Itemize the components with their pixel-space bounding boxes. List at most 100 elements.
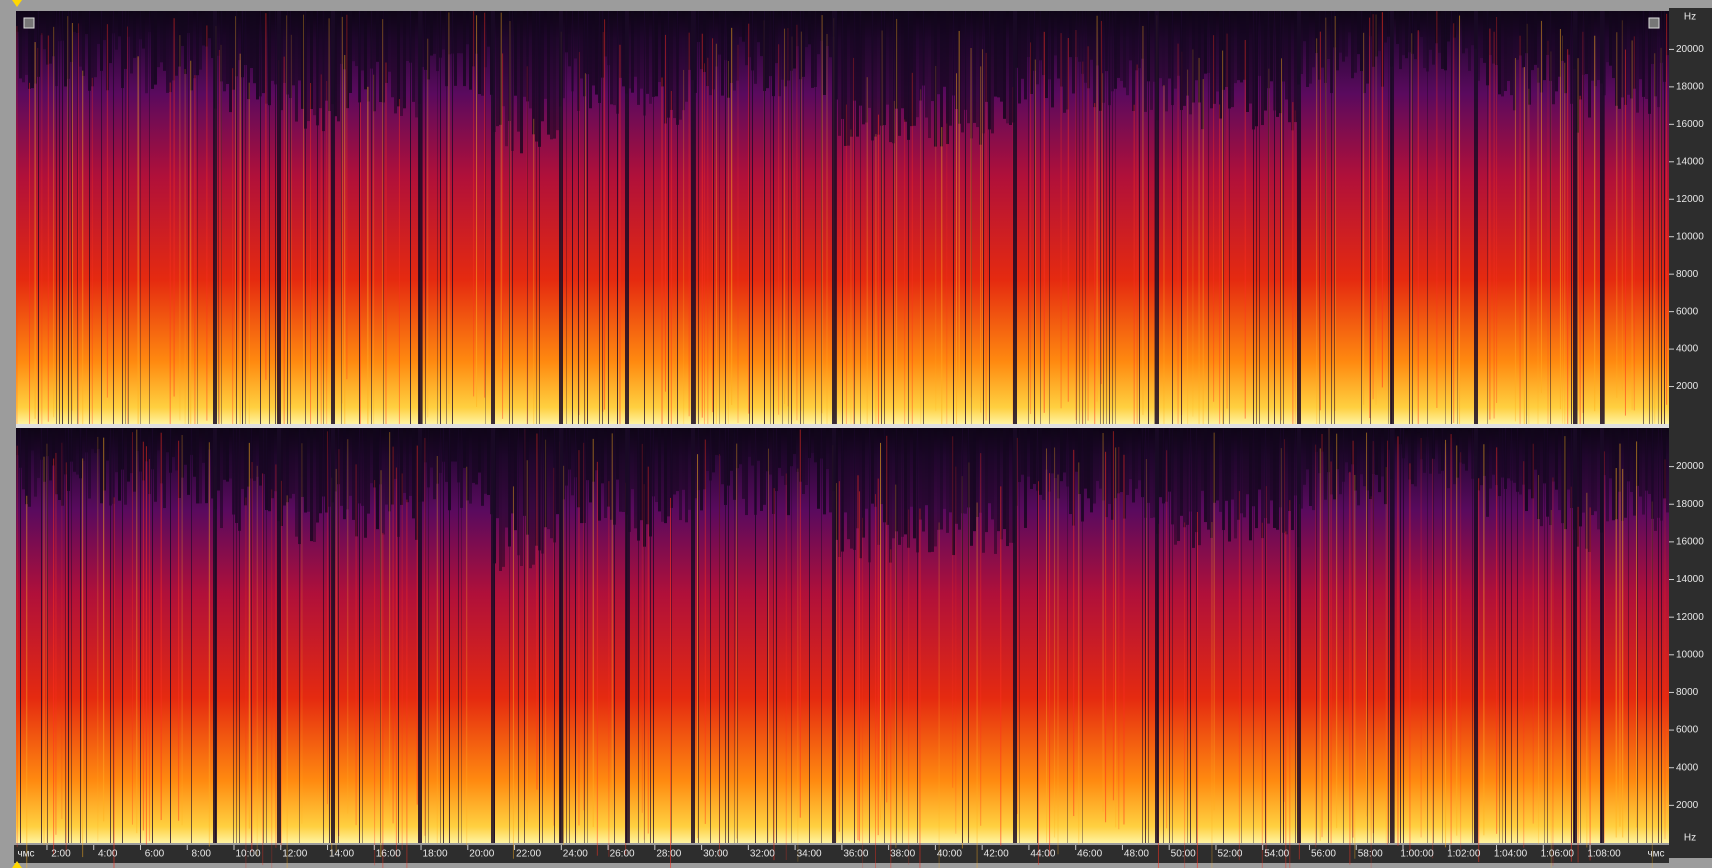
time-tick-label: 32:00 — [750, 849, 775, 860]
time-tick-label: 16:00 — [376, 849, 401, 860]
spectrogram-shade — [1426, 428, 1429, 437]
time-tick-label: 12:00 — [282, 849, 307, 860]
spectrogram-shade — [1468, 11, 1471, 71]
spectrogram-shade — [1060, 428, 1063, 482]
spectrogram-streak — [1211, 522, 1213, 868]
spectrogram-shade — [460, 428, 463, 508]
frequency-unit: Hz — [1684, 833, 1696, 844]
spectrogram-streak — [106, 24, 108, 398]
spectrogram-shade — [199, 11, 202, 70]
spectrogram-shade — [973, 11, 976, 123]
spectrogram-shade — [340, 428, 343, 506]
spectrogram-shade — [280, 428, 283, 526]
spectrogram-streak — [1136, 64, 1138, 448]
spectrogram-shade — [49, 428, 52, 481]
spectrogram-shade — [1579, 11, 1582, 100]
spectrogram-dark-line — [236, 428, 237, 843]
spectrogram-dark-line — [893, 11, 894, 424]
spectrogram-dark-line — [422, 11, 423, 424]
spectrogram-streak — [248, 82, 250, 452]
spectrogram-dark-line — [1604, 11, 1605, 424]
spectrogram-shade — [1240, 428, 1243, 514]
spectrogram-shade — [619, 428, 622, 512]
spectrogram-shade — [1486, 428, 1489, 517]
spectrogram-shade — [670, 428, 673, 508]
spectrogram-shade — [481, 11, 484, 96]
zoom-icon[interactable] — [1648, 17, 1660, 29]
spectrogram-shade — [292, 428, 295, 494]
spectrogram-shade — [160, 11, 163, 63]
spectrogram-dark-line — [140, 428, 141, 843]
silence-gap — [1155, 11, 1159, 424]
spectrogram-dark-line — [329, 428, 330, 843]
spectrogram-shade — [676, 428, 679, 492]
spectrogram-shade — [1498, 11, 1501, 95]
spectrogram-shade — [1183, 428, 1186, 528]
spectrogram-shade — [1639, 428, 1642, 497]
spectrogram-shade — [106, 428, 109, 461]
spectrogram-shade — [1384, 428, 1387, 505]
spectrogram-shade — [103, 11, 106, 41]
spectrogram-shade — [1219, 11, 1222, 119]
spectrogram-shade — [1240, 11, 1243, 83]
spectrogram-streak — [719, 454, 721, 856]
spectrogram-streak — [1034, 59, 1036, 443]
time-tick-label: 38:00 — [890, 849, 915, 860]
spectrogram-shade — [103, 428, 106, 491]
spectrogram-shade — [142, 11, 145, 49]
spectrogram-shade — [715, 11, 718, 67]
spectrogram-dark-line — [233, 428, 234, 843]
time-tick-label: 4:00 — [98, 849, 118, 860]
spectrogram-streak — [131, 432, 133, 825]
spectrogram-shade — [1051, 428, 1054, 474]
spectrogram-shade — [1021, 428, 1024, 475]
spectrogram-shade — [229, 11, 232, 113]
zoom-icon[interactable] — [23, 17, 35, 29]
spectrogram-shade — [925, 11, 928, 118]
spectrogram-shade — [1417, 428, 1420, 433]
spectrogram-shade — [1021, 11, 1024, 79]
spectrogram-dark-line — [584, 11, 585, 424]
spectrogram-streak — [1330, 461, 1332, 844]
spectrogram-shade — [553, 11, 556, 139]
spectrogram-dark-line — [77, 11, 78, 424]
spectrogram-shade — [88, 428, 91, 499]
spectrogram-streak — [1315, 444, 1317, 848]
spectrogram-shade — [1627, 428, 1630, 482]
spectrogram-shade — [1360, 428, 1363, 475]
spectrogram-shade — [823, 11, 826, 95]
spectrogram-dark-line — [881, 11, 882, 424]
spectrogram-streak — [866, 77, 868, 435]
spectrogram-shade — [1609, 11, 1612, 66]
spectrogram-shade — [550, 428, 553, 539]
spectrogram-shade — [442, 11, 445, 50]
spectrogram-shade — [1303, 11, 1306, 42]
spectrogram-shade — [1225, 11, 1228, 87]
spectrogram-shade — [421, 428, 424, 502]
spectrogram-dark-line — [1502, 428, 1503, 843]
spectrogram-streak — [1319, 448, 1321, 841]
spectrogram-dark-line — [1028, 11, 1029, 424]
spectrogram-dark-line — [1571, 11, 1572, 424]
spectrogram-shade — [1237, 428, 1240, 520]
spectrogram-shade — [1114, 428, 1117, 499]
spectrogram-shade — [202, 11, 205, 46]
spectrogram-shade — [343, 428, 346, 520]
spectrogram-dark-line — [1580, 428, 1581, 843]
spectrogram-streak — [265, 13, 267, 380]
spectrogram-shade — [55, 428, 58, 495]
spectrogram-shade — [514, 428, 517, 531]
spectrogram-shade — [1303, 428, 1306, 485]
spectrogram-shade — [1249, 11, 1252, 104]
spectrogram-streak — [641, 443, 643, 813]
spectrogram-shade — [1291, 428, 1294, 531]
spectrogram-shade — [514, 11, 517, 96]
spectrogram-streak — [1420, 438, 1422, 838]
spectrogram-dark-line — [305, 11, 306, 424]
spectrogram-dark-line — [755, 428, 756, 843]
spectrogram-streak — [1294, 110, 1296, 468]
spectrogram-shade — [523, 11, 526, 97]
spectrogram-dark-line — [527, 11, 528, 424]
spectrogram-shade — [1477, 428, 1480, 491]
spectrogram-shade — [58, 428, 61, 500]
